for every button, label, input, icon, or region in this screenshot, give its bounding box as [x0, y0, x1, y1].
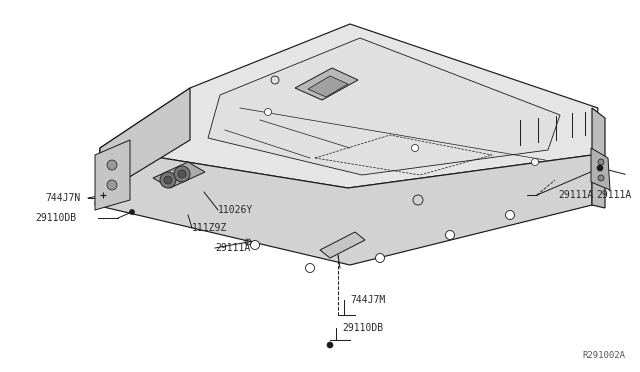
- Polygon shape: [591, 148, 610, 190]
- Polygon shape: [95, 148, 592, 265]
- Polygon shape: [295, 68, 358, 100]
- Circle shape: [598, 159, 604, 165]
- Text: 29110DB: 29110DB: [35, 213, 76, 223]
- Text: 111Z9Z: 111Z9Z: [192, 223, 227, 233]
- Text: A: A: [246, 240, 250, 244]
- Circle shape: [160, 172, 176, 188]
- Text: 29111A: 29111A: [558, 190, 593, 200]
- Polygon shape: [100, 88, 190, 195]
- Text: 744J7M: 744J7M: [350, 295, 385, 305]
- Circle shape: [250, 241, 259, 250]
- Text: 11026Y: 11026Y: [218, 205, 253, 215]
- Polygon shape: [308, 76, 348, 97]
- Circle shape: [129, 209, 134, 215]
- Circle shape: [598, 175, 604, 181]
- Text: 744J7N: 744J7N: [45, 193, 80, 203]
- Circle shape: [264, 109, 271, 115]
- Circle shape: [305, 263, 314, 273]
- Polygon shape: [208, 38, 560, 175]
- Circle shape: [376, 253, 385, 263]
- Circle shape: [174, 166, 190, 182]
- Text: R291002A: R291002A: [582, 351, 625, 360]
- Polygon shape: [153, 162, 205, 188]
- Text: 29111A: 29111A: [215, 243, 250, 253]
- Circle shape: [597, 165, 603, 171]
- Polygon shape: [320, 232, 365, 258]
- Circle shape: [531, 158, 538, 166]
- Circle shape: [445, 231, 454, 240]
- Text: 29111A: 29111A: [596, 190, 632, 200]
- Circle shape: [107, 160, 117, 170]
- Text: 29110DB: 29110DB: [342, 323, 383, 333]
- Polygon shape: [100, 24, 598, 188]
- Polygon shape: [95, 140, 130, 210]
- Polygon shape: [592, 108, 605, 208]
- Circle shape: [107, 180, 117, 190]
- Circle shape: [506, 211, 515, 219]
- Circle shape: [412, 144, 419, 151]
- Circle shape: [327, 342, 333, 348]
- Circle shape: [164, 176, 172, 184]
- Circle shape: [178, 170, 186, 178]
